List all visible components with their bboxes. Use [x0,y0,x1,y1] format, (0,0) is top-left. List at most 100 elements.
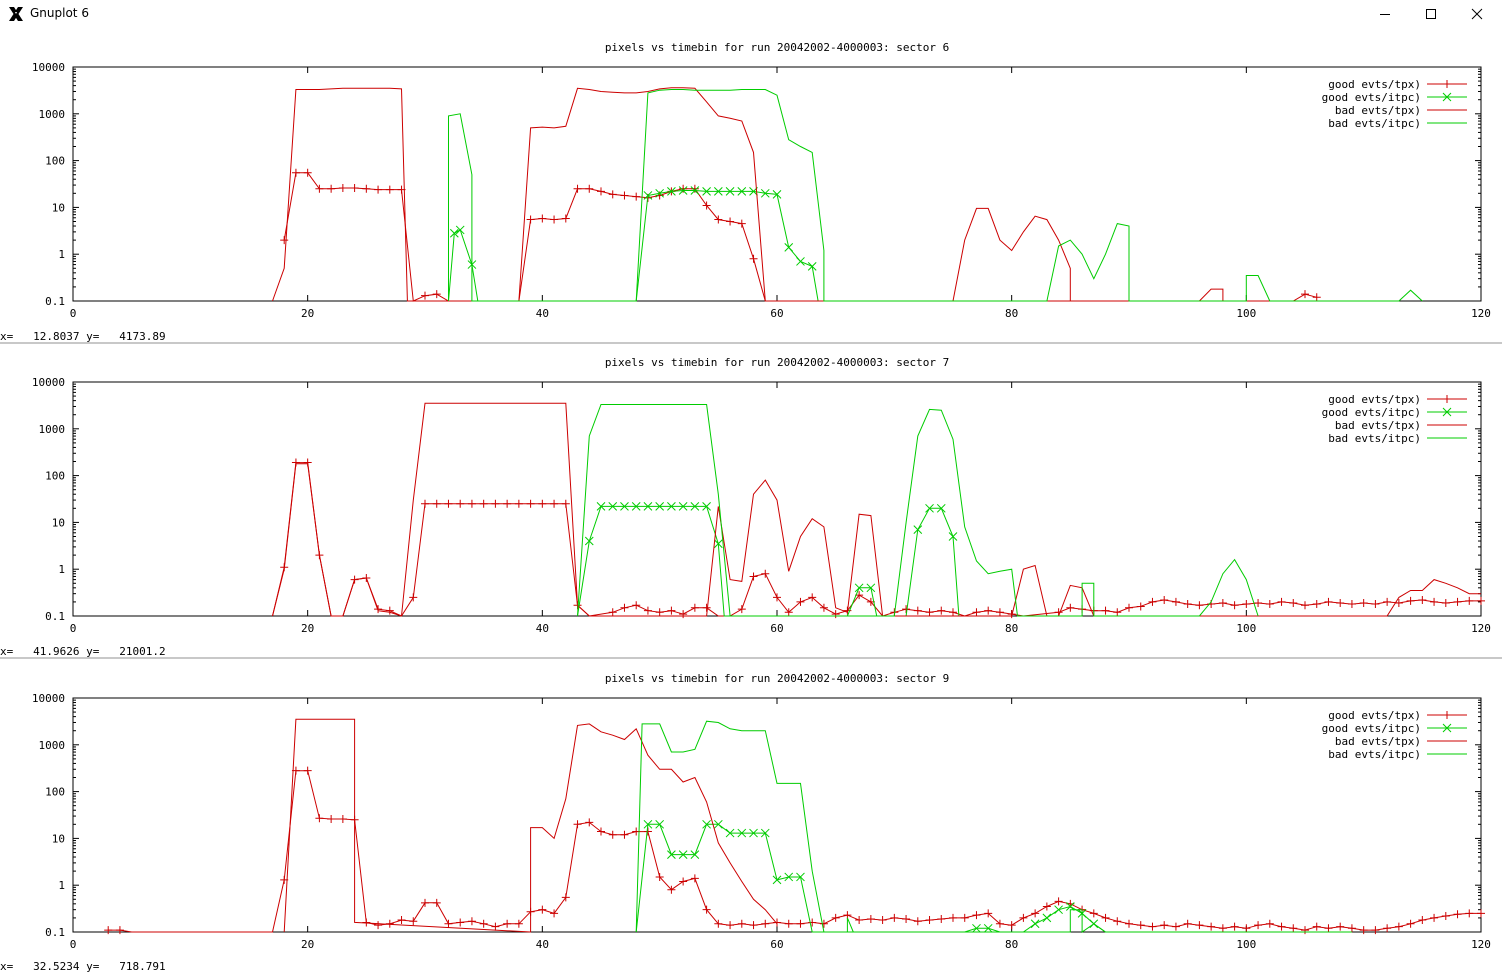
data-point [1054,905,1063,915]
x-tick-label: 40 [536,622,549,635]
data-point [678,850,688,859]
data-point [1347,600,1356,609]
data-point [455,225,465,235]
data-point [632,192,641,201]
data-point [679,877,688,886]
series-good-evts-tpx- [280,168,1321,302]
data-point [1030,919,1040,929]
data-point [1301,290,1309,299]
data-point [655,502,665,511]
data-point [902,605,911,614]
y-tick-label: 10 [52,516,65,529]
data-point [1289,924,1298,933]
data-point [1359,926,1368,935]
chart-sector-9[interactable]: pixels vs timebin for run 20042002-40000… [0,659,1502,969]
data-point [456,499,465,508]
data-point [596,502,606,511]
data-point [597,827,605,836]
data-point [573,184,582,193]
data-point [597,187,605,196]
data-point [1207,922,1216,931]
plot-frame [72,381,1482,617]
data-point [655,608,664,617]
data-point [702,819,711,829]
data-point [1324,597,1333,606]
data-point [713,819,723,829]
data-point [1312,600,1321,609]
data-point [831,913,840,922]
data-point [1394,598,1403,607]
data-point [1113,917,1122,926]
data-point [479,919,488,928]
y-tick-label: 0.1 [45,926,65,939]
data-point [620,191,629,200]
readout-y: 21001.2 [119,645,166,658]
data-point [526,499,535,508]
data-point [737,219,746,228]
close-button[interactable] [1454,0,1500,28]
data-point [104,926,113,935]
data-point [444,919,453,928]
data-point [338,183,347,192]
data-point [1418,595,1427,604]
data-point [796,872,805,882]
data-point [1113,608,1122,617]
x-tick-label: 100 [1236,622,1256,635]
cursor-readout: x= 41.9626 y= 21001.2 [0,645,166,658]
data-point [1160,921,1169,930]
data-point [737,919,746,928]
data-point [1054,897,1063,906]
data-point [819,919,828,928]
data-point [855,916,864,925]
data-point [1195,601,1204,610]
data-point [327,184,336,193]
data-point [913,525,923,535]
x-tick-label: 120 [1471,622,1491,635]
readout-y: 718.791 [119,960,166,973]
plot-panel-sector-9: pixels vs timebin for run 20042002-40000… [0,659,1502,973]
minimize-button[interactable] [1362,0,1408,28]
data-point [608,502,618,511]
chart-sector-6[interactable]: pixels vs timebin for run 20042002-40000… [0,28,1502,344]
x-tick-label: 100 [1236,307,1256,320]
data-point [1195,921,1204,930]
data-point [491,499,500,508]
y-tick-label: 0.1 [45,610,65,623]
data-point [690,874,699,883]
data-point [456,918,465,927]
data-point [796,919,805,928]
data-point [937,914,946,923]
data-point [643,606,652,615]
data-point [1277,597,1286,606]
data-point [1148,922,1157,931]
plot-panel-sector-6: pixels vs timebin for run 20042002-40000… [0,28,1502,344]
x-tick-label: 80 [1005,938,1018,951]
data-point [1242,600,1251,609]
data-point [667,885,676,894]
data-point [749,828,758,838]
data-point [713,187,723,196]
y-tick-label: 100 [45,155,65,168]
data-point [1406,596,1415,605]
series-line [283,172,1317,302]
maximize-button[interactable] [1408,0,1454,28]
data-point [1477,596,1485,605]
x-tick-label: 80 [1005,307,1018,320]
legend-label: bad evts/tpx) [1335,104,1421,117]
chart-sector-7[interactable]: pixels vs timebin for run 20042002-40000… [0,344,1502,658]
window-title: Gnuplot 6 [30,6,89,20]
series-line [272,402,1481,617]
chart-title: pixels vs timebin for run 20042002-40000… [605,672,949,685]
series-bad-evts-itpc- [577,404,1259,617]
data-point [538,214,547,223]
data-point [1136,921,1145,930]
data-point [1066,603,1075,612]
x-tick-label: 100 [1236,938,1256,951]
data-point [761,919,770,928]
data-point [784,243,794,252]
legend-marker [1443,711,1451,719]
data-point [702,187,711,196]
data-point [620,502,629,511]
data-point [421,291,429,300]
data-point [866,914,875,923]
